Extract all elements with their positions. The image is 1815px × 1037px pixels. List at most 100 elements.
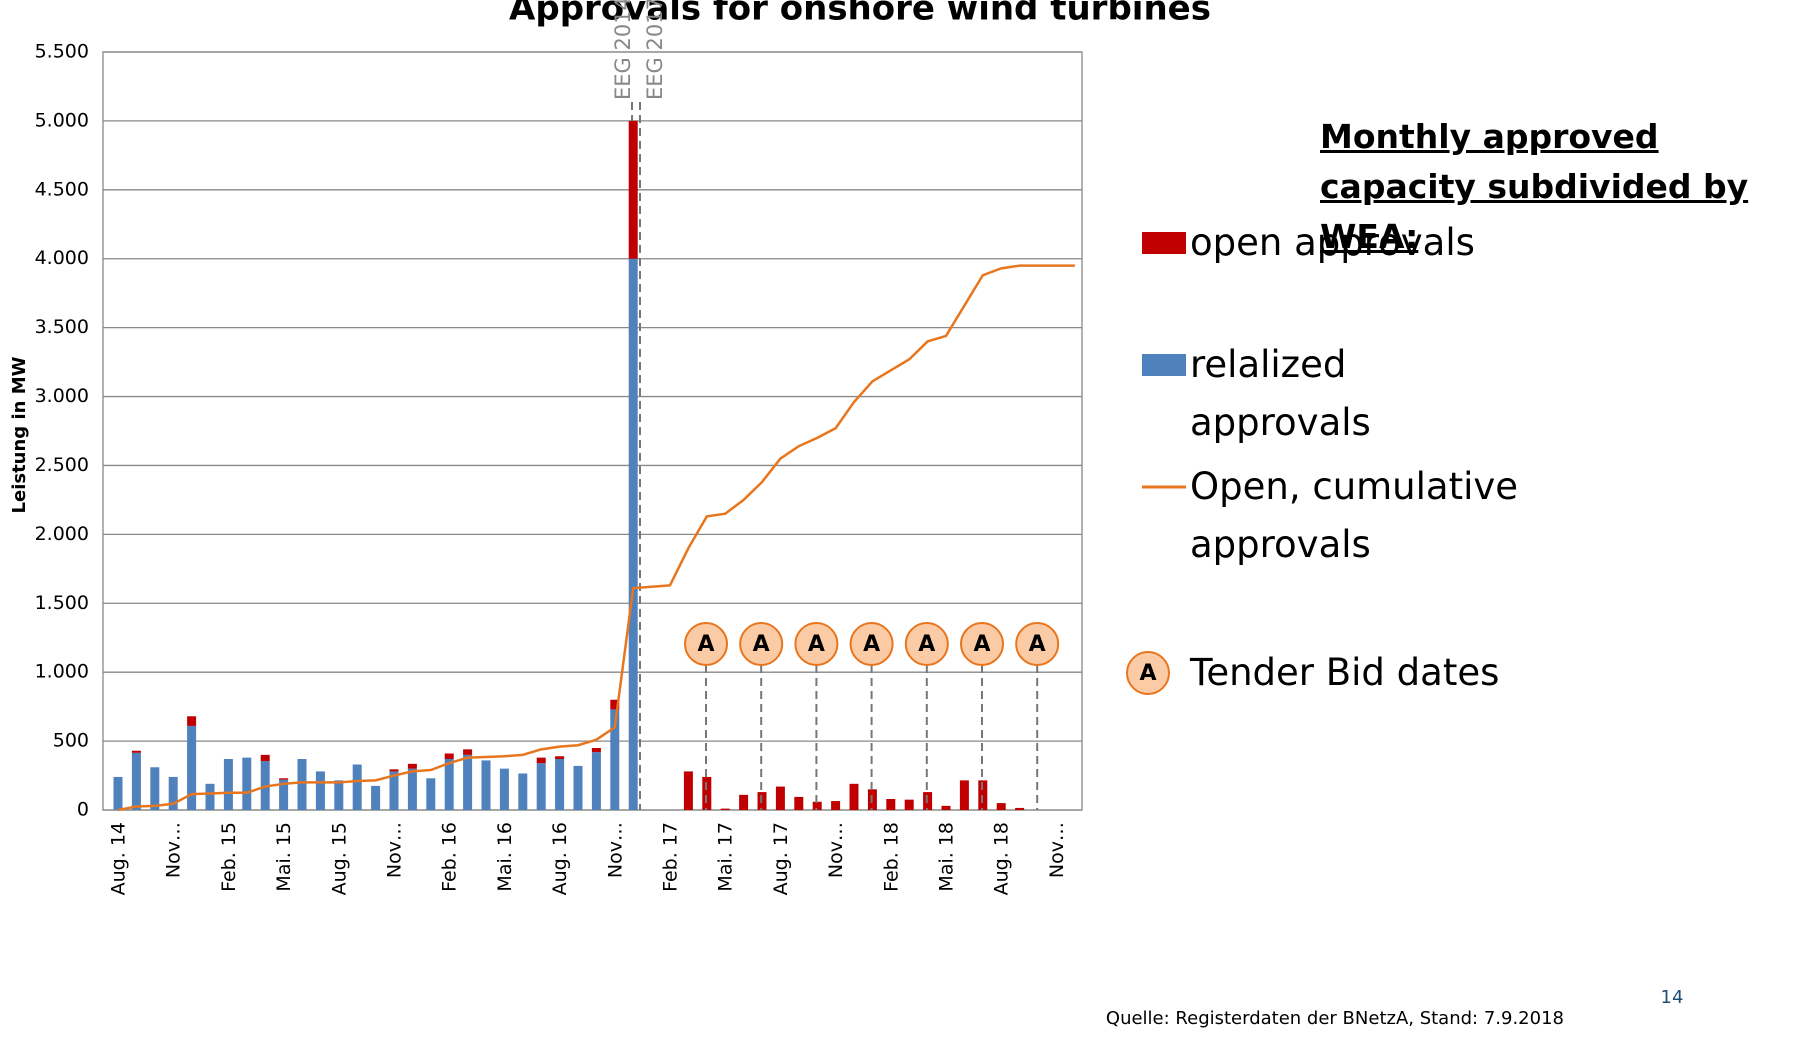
tender-marker (960, 622, 1004, 666)
legend-title: Monthly approved capacity subdivided by … (1320, 117, 1749, 256)
bar (739, 794, 749, 810)
x-tick-label: Aug. 16 (549, 822, 571, 895)
bar (444, 753, 454, 760)
bar (904, 799, 914, 810)
x-tick-label: Feb. 18 (880, 822, 902, 892)
bar (573, 765, 583, 810)
x-tick-label: Aug. 14 (108, 822, 130, 895)
x-tick-label: Feb. 15 (218, 822, 240, 892)
bar (426, 778, 436, 810)
tender-label: A (973, 632, 990, 657)
bar (628, 258, 638, 810)
y-axis-label: Leistung in MW (9, 356, 30, 513)
bar (959, 780, 969, 810)
x-tick-label: Nov… (384, 822, 406, 878)
y-tick-label: 500 (53, 730, 89, 752)
bar (499, 768, 509, 810)
tender-marker (684, 622, 728, 666)
bar (315, 771, 325, 810)
x-tick-label: Nov… (163, 822, 185, 878)
bar (205, 783, 215, 810)
y-tick-label: 3.000 (35, 385, 89, 407)
bar (407, 763, 417, 769)
bar (683, 771, 693, 810)
bar (536, 763, 546, 810)
plot-frame (102, 51, 1083, 811)
chart-title: Approvals for onshore wind turbines (509, 0, 1211, 29)
bar (260, 754, 270, 762)
bar (610, 709, 620, 810)
tender-label: A (808, 632, 825, 657)
x-tick-label: Nov… (604, 822, 626, 878)
tender-label: A (1139, 661, 1156, 686)
bar (849, 783, 859, 810)
x-tick-label: Mai. 18 (936, 822, 958, 892)
y-tick-label: 1.000 (35, 661, 89, 683)
y-tick-label: 0 (77, 799, 89, 821)
bar (168, 776, 178, 810)
x-tick-label: Aug. 15 (328, 822, 350, 895)
bar (297, 759, 307, 810)
bar (555, 759, 565, 810)
x-tick-label: Nov… (1046, 822, 1068, 878)
y-tick-label: 2.500 (35, 454, 89, 476)
x-tick-label: Mai. 17 (715, 822, 737, 892)
annotation: EEG 2014 (611, 0, 635, 100)
y-tick-label: 4.000 (35, 247, 89, 269)
bar (444, 759, 454, 810)
bar (187, 725, 197, 810)
legend-label: relalized approvals (1190, 343, 1371, 444)
bar (591, 747, 601, 753)
y-tick-label: 5.000 (35, 109, 89, 131)
legend-label: Open, cumulative approvals (1190, 465, 1519, 566)
bar (334, 780, 344, 810)
bar (113, 776, 123, 810)
legend-label: open approvals (1190, 221, 1475, 264)
y-tick-label: 1.500 (35, 592, 89, 614)
bar (463, 754, 473, 810)
bar (702, 776, 712, 810)
bar (279, 779, 289, 810)
bar (831, 801, 841, 810)
bar (131, 750, 141, 753)
tender-label: A (1029, 632, 1046, 657)
bar (223, 759, 233, 810)
tender-marker (1015, 622, 1060, 666)
bar (812, 801, 822, 810)
tender-label: A (863, 632, 880, 657)
tender-marker (849, 622, 894, 666)
bar (886, 798, 896, 810)
bar (996, 803, 1006, 810)
bar (591, 752, 601, 810)
bar (131, 752, 141, 810)
x-tick-label: Mai. 15 (273, 822, 295, 892)
tender-label: A (753, 632, 770, 657)
bar (481, 760, 491, 810)
tender-marker (904, 622, 949, 666)
x-tick-label: Feb. 16 (439, 822, 461, 892)
annotation: EEG 2017 (643, 0, 667, 100)
bar (150, 767, 160, 810)
y-tick-label: 5.500 (35, 41, 89, 63)
legend-swatch (1142, 232, 1186, 254)
y-tick-label: 4.500 (35, 178, 89, 200)
bar (720, 808, 730, 810)
bar (352, 764, 362, 810)
x-tick-label: Nov… (825, 822, 847, 878)
bar (555, 756, 565, 760)
bar (518, 773, 528, 810)
x-tick-label: Aug. 17 (770, 822, 792, 895)
x-tick-label: Mai. 16 (494, 822, 516, 892)
bar (279, 778, 289, 780)
tender-marker (794, 622, 839, 666)
y-tick-label: 2.000 (35, 523, 89, 545)
bar (775, 786, 785, 810)
tender-marker (739, 622, 784, 666)
tender-label: A (918, 632, 935, 657)
line (117, 264, 1075, 812)
bar (389, 769, 399, 772)
bar (242, 757, 252, 810)
bar (941, 805, 951, 810)
